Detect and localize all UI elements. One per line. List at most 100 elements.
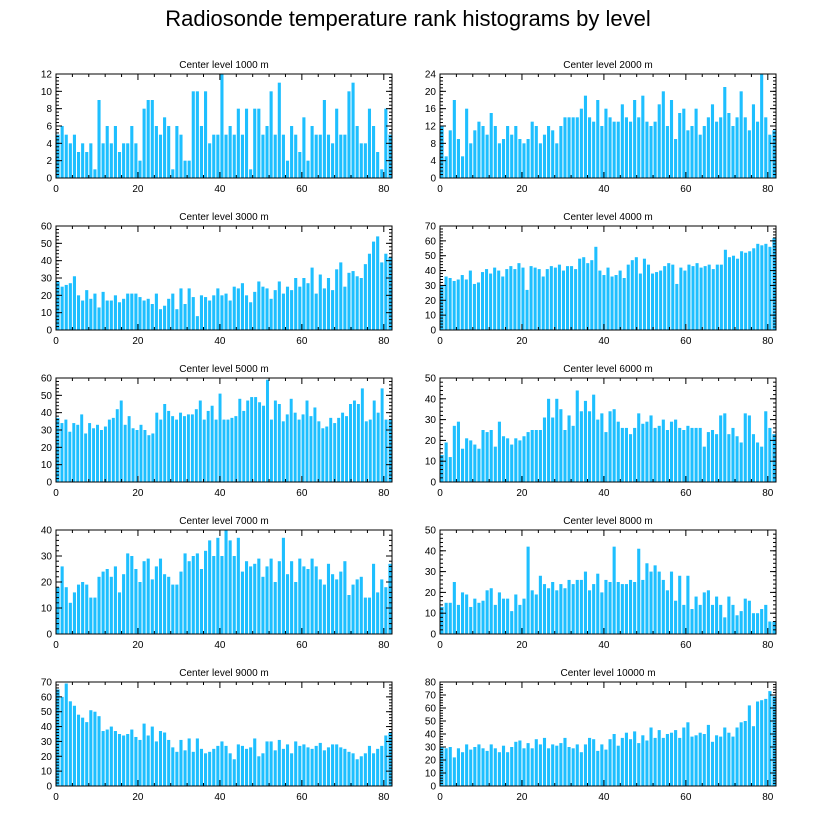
histogram-bar bbox=[302, 278, 306, 330]
histogram-bar bbox=[56, 587, 60, 634]
histogram-bar bbox=[138, 160, 142, 178]
histogram-bar bbox=[694, 427, 698, 482]
histogram-bar bbox=[489, 588, 493, 634]
histogram-bar bbox=[744, 252, 748, 330]
histogram-bar bbox=[465, 438, 469, 482]
histogram-bar bbox=[208, 143, 212, 178]
histogram-bar bbox=[331, 290, 335, 330]
histogram-bar bbox=[706, 724, 710, 786]
histogram-bar bbox=[290, 126, 294, 178]
histogram-bar bbox=[440, 126, 444, 178]
histogram-bar bbox=[310, 558, 314, 634]
histogram-bar bbox=[224, 293, 228, 330]
x-tick-label: 20 bbox=[132, 640, 144, 651]
histogram-bar bbox=[583, 744, 588, 786]
histogram-bar bbox=[273, 134, 277, 178]
histogram-bar bbox=[456, 748, 460, 786]
histogram-bar bbox=[331, 143, 335, 178]
histogram-bar bbox=[376, 236, 380, 330]
histogram-bar bbox=[339, 134, 343, 178]
histogram-bar bbox=[126, 734, 130, 786]
histogram-bar bbox=[600, 126, 604, 178]
histogram-bar bbox=[179, 134, 183, 178]
histogram-bar bbox=[501, 276, 505, 330]
histogram-bar bbox=[244, 295, 249, 330]
histogram-bar bbox=[505, 269, 509, 330]
x-tick-label: 60 bbox=[680, 792, 692, 803]
histogram-bar bbox=[764, 698, 768, 786]
histogram-bar bbox=[261, 134, 265, 178]
histogram-bar bbox=[187, 288, 191, 330]
plot-frame bbox=[439, 377, 777, 483]
histogram-bar bbox=[669, 732, 674, 786]
histogram-bar bbox=[103, 426, 107, 482]
histogram-bar bbox=[583, 95, 588, 178]
histogram-bar bbox=[314, 293, 318, 330]
histogram-bar bbox=[645, 740, 649, 786]
histogram-bar bbox=[669, 100, 674, 178]
histogram-bar bbox=[146, 735, 150, 786]
histogram-bar bbox=[661, 737, 665, 786]
histogram-bar bbox=[747, 415, 751, 482]
y-tick-label: 60 bbox=[41, 374, 53, 385]
histogram-bar bbox=[678, 427, 682, 482]
histogram-bar bbox=[109, 576, 113, 634]
histogram-bar bbox=[698, 604, 702, 634]
histogram-bar bbox=[277, 404, 281, 482]
histogram-bar bbox=[645, 563, 649, 634]
histogram-bar bbox=[596, 750, 600, 786]
histogram-bar bbox=[756, 121, 760, 178]
histogram-bar bbox=[674, 600, 678, 634]
histogram-bar bbox=[249, 566, 253, 634]
histogram-bar bbox=[588, 737, 592, 786]
histogram-bar bbox=[171, 293, 175, 330]
histogram-bar bbox=[322, 584, 326, 634]
histogram-bar bbox=[380, 745, 384, 786]
histogram-bar bbox=[690, 427, 694, 482]
histogram-bar bbox=[646, 264, 651, 330]
histogram-bar bbox=[150, 726, 154, 786]
histogram-bar bbox=[212, 748, 216, 786]
histogram-bar bbox=[735, 436, 739, 482]
histogram-bar bbox=[105, 300, 109, 330]
histogram-bar bbox=[456, 604, 460, 634]
histogram-bar bbox=[682, 604, 686, 634]
histogram-bar bbox=[351, 271, 355, 330]
histogram-bar bbox=[154, 126, 158, 178]
histogram-bar bbox=[195, 91, 199, 178]
histogram-bar bbox=[622, 278, 626, 330]
histogram-bar bbox=[530, 748, 534, 786]
y-tick-label: 20 bbox=[425, 436, 437, 447]
histogram-bar bbox=[674, 730, 678, 786]
y-tick-label: 40 bbox=[41, 722, 53, 733]
histogram-bar bbox=[236, 744, 240, 786]
histogram-bar bbox=[661, 579, 665, 634]
histogram-panel-3: Center level 3000 m 0 20 40 60 80 0 10 20 30 40 50 6… bbox=[41, 212, 393, 347]
histogram-bar bbox=[464, 279, 468, 330]
histogram-bar bbox=[497, 421, 501, 482]
histogram-bar bbox=[553, 267, 557, 330]
histogram-bar bbox=[448, 457, 452, 482]
histogram-bar bbox=[294, 134, 298, 178]
histogram-bar bbox=[285, 574, 290, 634]
histogram-bar bbox=[600, 744, 604, 786]
histogram-bar bbox=[262, 405, 265, 482]
x-tick-label: 80 bbox=[378, 792, 390, 803]
panel-title: Center level 6000 m bbox=[563, 364, 653, 375]
histogram-bar bbox=[93, 293, 97, 330]
histogram-bar bbox=[101, 571, 105, 634]
histogram-bar bbox=[477, 744, 481, 786]
histogram-panel-1: Center level 1000 m 0 20 40 60 80 0 2 4 6 8 10 12 bbox=[41, 60, 393, 195]
histogram-bar bbox=[752, 248, 756, 330]
histogram-bar bbox=[514, 594, 518, 634]
histogram-bar bbox=[559, 743, 563, 786]
histogram-bar bbox=[596, 419, 600, 482]
histogram-bar bbox=[331, 744, 335, 786]
histogram-bar bbox=[285, 414, 289, 482]
histogram-bar bbox=[281, 421, 285, 482]
y-tick-label: 10 bbox=[41, 87, 53, 98]
histogram-bar bbox=[545, 269, 549, 330]
histogram-bar bbox=[220, 74, 224, 178]
histogram-bar bbox=[489, 273, 493, 330]
histogram-bar bbox=[727, 113, 731, 178]
